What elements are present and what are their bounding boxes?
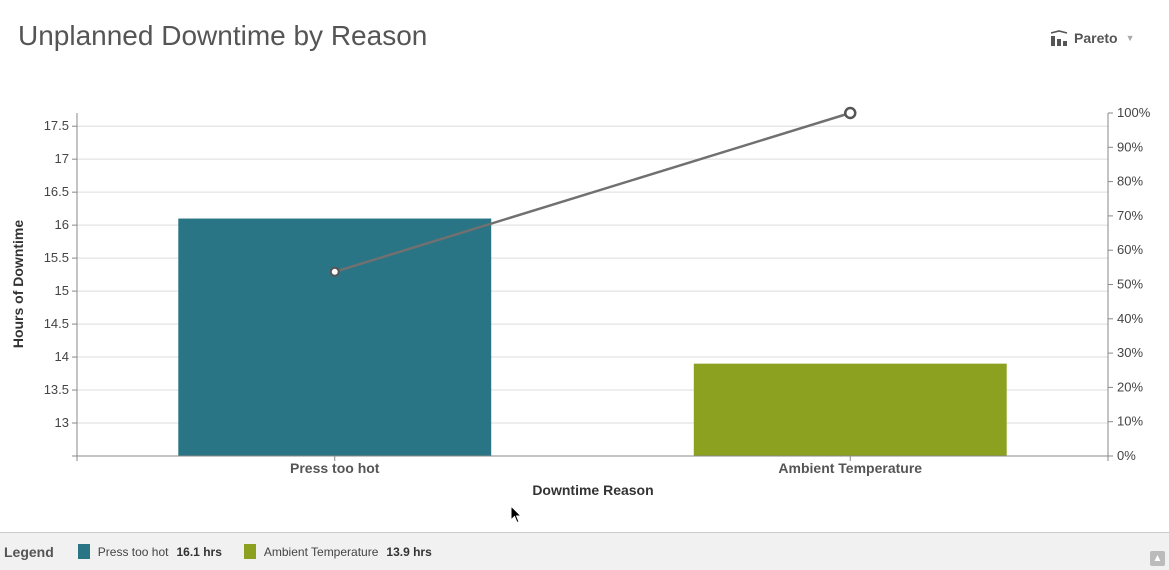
y-tick-label: 15 bbox=[55, 283, 69, 298]
legend-swatch bbox=[243, 544, 256, 559]
y-tick-label: 14.5 bbox=[44, 316, 69, 331]
y-axis-title: Hours of Downtime bbox=[10, 220, 26, 349]
y2-tick-label: 70% bbox=[1117, 208, 1143, 223]
cumulative-line bbox=[329, 106, 857, 277]
legend-item-ambient-temperature[interactable]: Ambient Temperature 13.9 hrs bbox=[243, 544, 432, 559]
x-tick-label: Press too hot bbox=[290, 460, 380, 476]
y2-tick-label: 10% bbox=[1117, 414, 1143, 429]
y2-tick-label: 30% bbox=[1117, 345, 1143, 360]
cumulative-point[interactable] bbox=[844, 106, 857, 120]
cumulative-point[interactable] bbox=[329, 266, 340, 277]
x-axis-title: Downtime Reason bbox=[532, 482, 653, 498]
chart-type-selector[interactable]: Pareto ▼ bbox=[1050, 28, 1135, 48]
y2-tick-label: 50% bbox=[1117, 277, 1143, 292]
y2-tick-label: 60% bbox=[1117, 242, 1143, 257]
y2-tick-label: 100% bbox=[1117, 105, 1151, 120]
legend-value: 16.1 hrs bbox=[176, 544, 222, 559]
y-tick-label: 17.5 bbox=[44, 118, 69, 133]
y2-tick-label: 80% bbox=[1117, 174, 1143, 189]
y-tick-label: 14 bbox=[55, 349, 69, 364]
y-tick-label: 15.5 bbox=[44, 250, 69, 265]
cumulative-line-path bbox=[334, 111, 851, 274]
legend-swatch bbox=[77, 544, 90, 559]
bar[interactable] bbox=[178, 218, 492, 456]
y-tick-label: 16.5 bbox=[44, 184, 69, 199]
legend-label: Press too hot bbox=[97, 544, 169, 559]
legend-title: Legend bbox=[4, 543, 54, 560]
mouse-cursor-icon bbox=[510, 505, 523, 524]
legend-item-press-too-hot[interactable]: Press too hot 16.1 hrs bbox=[77, 544, 222, 559]
y-tick-label: 17 bbox=[55, 151, 69, 166]
y-tick-label: 13.5 bbox=[44, 382, 69, 397]
x-tick-label: Ambient Temperature bbox=[778, 460, 922, 476]
bars bbox=[178, 218, 1007, 456]
page-title: Unplanned Downtime by Reason bbox=[18, 20, 428, 51]
legend-label: Ambient Temperature bbox=[263, 544, 379, 559]
y2-tick-label: 0% bbox=[1117, 448, 1136, 463]
y-tick-label: 13 bbox=[55, 415, 69, 430]
chart-type-label: Pareto bbox=[1074, 30, 1118, 46]
axes: 13 13.5 14 14.5 15 15.5 16 16.5 17 17.5 0% 10% 20% 30… bbox=[44, 105, 1151, 476]
y2-tick-label: 90% bbox=[1117, 139, 1143, 154]
pareto-chart: 13 13.5 14 14.5 15 15.5 16 16.5 17 17.5 0% 10% 20% 30… bbox=[10, 105, 1151, 498]
y2-tick-label: 40% bbox=[1117, 311, 1143, 326]
bar-chart-icon bbox=[1050, 30, 1068, 46]
legend-value: 13.9 hrs bbox=[386, 544, 432, 559]
bar[interactable] bbox=[693, 363, 1007, 456]
legend-bar: Legend Press too hot 16.1 hrs Ambient Te… bbox=[0, 532, 1169, 570]
y2-tick-label: 20% bbox=[1117, 379, 1143, 394]
scroll-up-icon[interactable]: ▲ bbox=[1150, 551, 1165, 566]
y-tick-label: 16 bbox=[55, 217, 69, 232]
chevron-down-icon: ▼ bbox=[1125, 33, 1135, 43]
